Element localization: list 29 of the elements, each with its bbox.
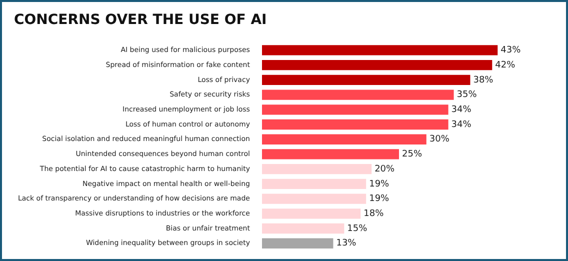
bar (262, 164, 372, 174)
data-label: 35% (456, 90, 478, 100)
bar (262, 104, 448, 115)
data-label: 38% (473, 75, 494, 86)
bar (262, 119, 448, 130)
bar (262, 149, 399, 160)
bar (262, 208, 361, 219)
bar (262, 238, 334, 248)
data-label: 25% (402, 150, 422, 160)
bar (262, 194, 366, 204)
bar (262, 90, 454, 100)
data-label: 30% (429, 134, 450, 145)
data-label: 42% (495, 60, 516, 70)
bar (262, 134, 426, 144)
data-label: 43% (500, 46, 522, 56)
bar (262, 74, 470, 86)
data-label: 15% (347, 224, 368, 234)
data-label: 13% (336, 238, 357, 249)
bar (262, 223, 344, 234)
bar (262, 45, 498, 56)
data-label: 34% (451, 120, 472, 130)
data-label: 34% (451, 105, 472, 115)
bar (262, 60, 492, 70)
bar (262, 178, 366, 190)
data-label: 20% (374, 164, 396, 174)
text: CONCERNS OVER THE USE OF AI (14, 12, 267, 28)
data-label: 19% (369, 179, 390, 190)
data-label: 19% (369, 194, 390, 204)
data-label: 18% (364, 209, 384, 219)
